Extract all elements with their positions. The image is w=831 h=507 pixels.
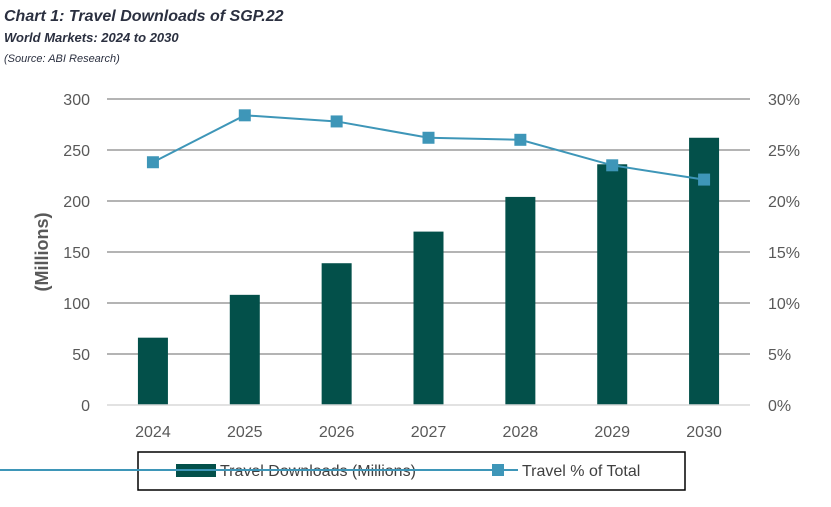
x-tick-label: 2027 [411,424,447,441]
bar-2025 [229,294,260,405]
x-tick-label: 2030 [686,424,722,441]
line-marker-2029 [606,159,619,172]
y-tick-label: 0 [81,398,90,415]
x-tick-label: 2029 [594,424,630,441]
bar-2028 [505,196,536,405]
line-marker-2025 [238,109,251,122]
y2-tick-label: 10% [768,296,800,313]
line-marker-2026 [330,115,343,128]
y-tick-label: 150 [63,245,90,262]
bar-2027 [413,231,444,405]
y2-tick-label: 30% [768,92,800,109]
y-axis-label: (Millions) [32,213,52,292]
y-tick-label: 50 [72,347,90,364]
bar-2029 [597,164,628,405]
line-marker-2027 [422,131,435,144]
line-marker-2028 [514,133,527,146]
chart-title: Chart 1: Travel Downloads of SGP.22 [4,8,284,25]
x-tick-label: 2024 [135,424,171,441]
bar-2026 [321,263,352,405]
y2-tick-label: 15% [768,245,800,262]
y-tick-label: 300 [63,92,90,109]
legend-bar-label: Travel Downloads (Millions) [220,463,416,480]
y2-tick-label: 5% [768,347,791,364]
legend: Travel Downloads (Millions) Travel % of … [0,451,686,491]
x-tick-label: 2025 [227,424,263,441]
bar-2024 [137,337,168,405]
chart-source: (Source: ABI Research) [4,53,120,65]
legend-line-label: Travel % of Total [522,463,640,480]
y2-tick-label: 0% [768,398,791,415]
line-marker-2030 [698,173,711,186]
y-tick-label: 200 [63,194,90,211]
y2-tick-label: 25% [768,143,800,160]
chart-subtitle: World Markets: 2024 to 2030 [4,30,179,45]
y-tick-label: 100 [63,296,90,313]
x-tick-label: 2026 [319,424,355,441]
legend-line-marker [492,464,504,476]
x-tick-label: 2028 [503,424,539,441]
line-marker-2024 [146,156,159,169]
y2-tick-label: 20% [768,194,800,211]
y-tick-label: 250 [63,143,90,160]
